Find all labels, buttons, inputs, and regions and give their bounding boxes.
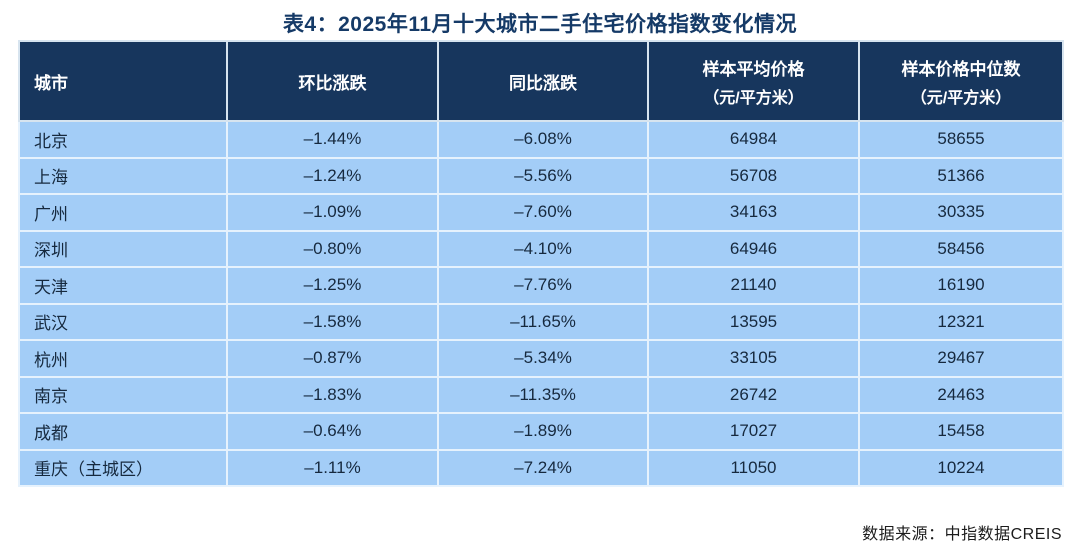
table-row: 杭州 –0.87% –5.34% 33105 29467	[18, 339, 1064, 378]
cell-yoy-change: –1.89%	[437, 412, 649, 451]
cell-mom-change: –0.64%	[226, 412, 439, 451]
cell-city: 天津	[18, 266, 228, 305]
table-row: 天津 –1.25% –7.76% 21140 16190	[18, 266, 1064, 305]
data-source-note: 数据来源：中指数据CREIS	[862, 526, 1062, 543]
header-cell-city: 城市	[18, 40, 228, 122]
cell-median-price: 24463	[858, 375, 1064, 414]
cell-avg-price: 33105	[647, 339, 860, 378]
cell-avg-price: 56708	[647, 156, 860, 195]
header-cell-median-price: 样本价格中位数 （元/平方米）	[858, 40, 1064, 122]
cell-avg-price: 17027	[647, 412, 860, 451]
cell-city: 北京	[18, 120, 228, 159]
cell-avg-price: 64984	[647, 120, 860, 159]
cell-city: 重庆（主城区）	[18, 448, 228, 487]
cell-yoy-change: –7.24%	[437, 448, 649, 487]
header-label: 样本价格中位数	[901, 59, 1021, 79]
cell-median-price: 15458	[858, 412, 1064, 451]
cell-yoy-change: –7.60%	[437, 193, 649, 232]
header-unit: （元/平方米）	[703, 89, 804, 107]
cell-yoy-change: –5.34%	[437, 339, 649, 378]
cell-median-price: 16190	[858, 266, 1064, 305]
table-row: 上海 –1.24% –5.56% 56708 51366	[18, 156, 1064, 195]
table-row: 成都 –0.64% –1.89% 17027 15458	[18, 412, 1064, 451]
cell-mom-change: –0.87%	[226, 339, 439, 378]
cell-yoy-change: –5.56%	[437, 156, 649, 195]
header-unit: （元/平方米）	[910, 89, 1012, 107]
cell-median-price: 10224	[858, 448, 1064, 487]
header-label: 同比涨跌	[509, 73, 577, 93]
cell-mom-change: –1.83%	[226, 375, 439, 414]
cell-yoy-change: –6.08%	[437, 120, 649, 159]
cell-avg-price: 11050	[647, 448, 860, 487]
cell-mom-change: –1.09%	[226, 193, 439, 232]
price-index-table: 城市 环比涨跌 同比涨跌 样本平均价格 （元/平方米） 样本价格中位数 （元/平…	[18, 40, 1064, 487]
cell-city: 杭州	[18, 339, 228, 378]
cell-city: 广州	[18, 193, 228, 232]
cell-mom-change: –0.80%	[226, 229, 439, 268]
header-cell-avg-price: 样本平均价格 （元/平方米）	[647, 40, 860, 122]
cell-avg-price: 64946	[647, 229, 860, 268]
cell-median-price: 58456	[858, 229, 1064, 268]
cell-median-price: 29467	[858, 339, 1064, 378]
header-cell-mom-change: 环比涨跌	[226, 40, 439, 122]
cell-avg-price: 21140	[647, 266, 860, 305]
cell-yoy-change: –11.65%	[437, 302, 649, 341]
cell-yoy-change: –4.10%	[437, 229, 649, 268]
cell-yoy-change: –7.76%	[437, 266, 649, 305]
cell-median-price: 12321	[858, 302, 1064, 341]
cell-city: 武汉	[18, 302, 228, 341]
cell-median-price: 30335	[858, 193, 1064, 232]
table-row: 南京 –1.83% –11.35% 26742 24463	[18, 375, 1064, 414]
table-row: 广州 –1.09% –7.60% 34163 30335	[18, 193, 1064, 232]
header-label: 城市	[34, 73, 68, 93]
header-label: 环比涨跌	[298, 73, 367, 93]
cell-avg-price: 13595	[647, 302, 860, 341]
header-row: 城市 环比涨跌 同比涨跌 样本平均价格 （元/平方米） 样本价格中位数 （元/平…	[18, 40, 1064, 122]
cell-city: 深圳	[18, 229, 228, 268]
cell-avg-price: 26742	[647, 375, 860, 414]
header-label: 样本平均价格	[702, 59, 805, 79]
cell-city: 成都	[18, 412, 228, 451]
cell-yoy-change: –11.35%	[437, 375, 649, 414]
cell-avg-price: 34163	[647, 193, 860, 232]
cell-mom-change: –1.44%	[226, 120, 439, 159]
cell-city: 上海	[18, 156, 228, 195]
cell-mom-change: –1.11%	[226, 448, 439, 487]
table-title: 表4：2025年11月十大城市二手住宅价格指数变化情况	[282, 13, 798, 36]
cell-mom-change: –1.24%	[226, 156, 439, 195]
table-row: 深圳 –0.80% –4.10% 64946 58456	[18, 229, 1064, 268]
cell-city: 南京	[18, 375, 228, 414]
header-cell-yoy-change: 同比涨跌	[437, 40, 649, 122]
cell-mom-change: –1.25%	[226, 266, 439, 305]
table-row: 北京 –1.44% –6.08% 64984 58655	[18, 120, 1064, 159]
table-row: 重庆（主城区） –1.11% –7.24% 11050 10224	[18, 448, 1064, 487]
table-row: 武汉 –1.58% –11.65% 13595 12321	[18, 302, 1064, 341]
cell-median-price: 51366	[858, 156, 1064, 195]
cell-median-price: 58655	[858, 120, 1064, 159]
cell-mom-change: –1.58%	[226, 302, 439, 341]
